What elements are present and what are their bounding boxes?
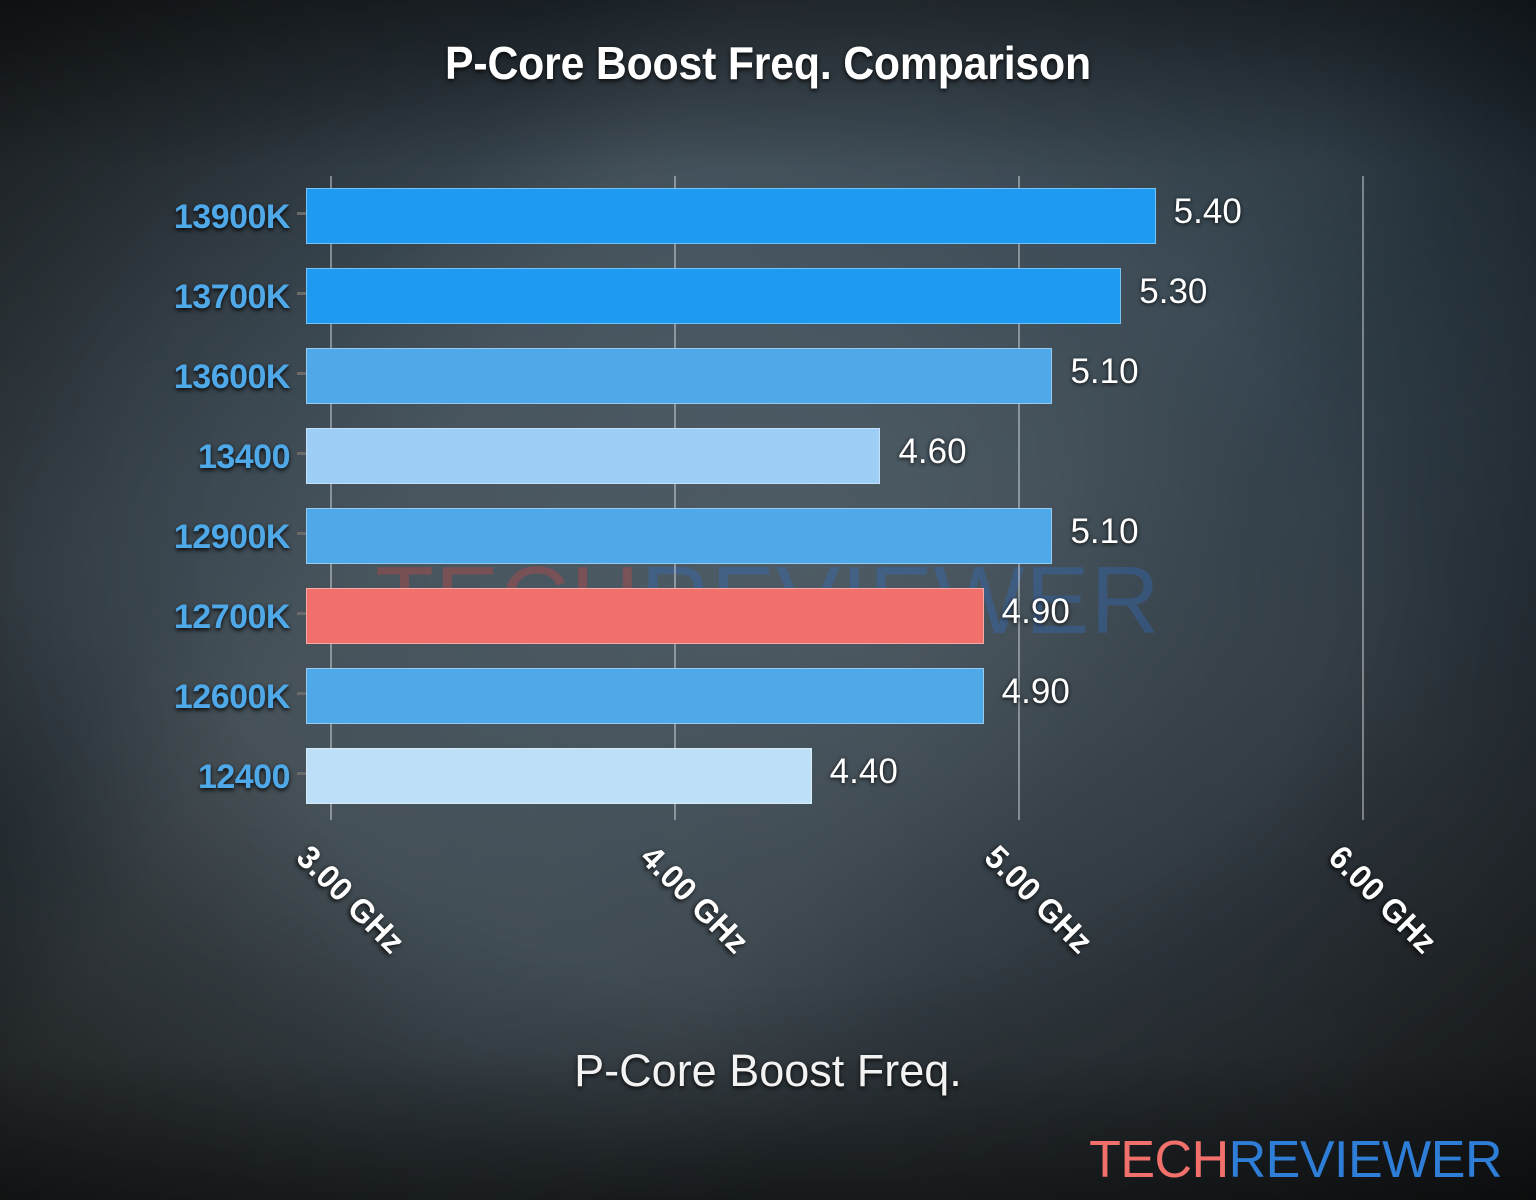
bar-value-label: 4.90 [1001, 672, 1070, 711]
bar-value-label: 5.40 [1173, 192, 1242, 231]
y-axis-tick-mark [297, 372, 306, 375]
y-axis-category-label: 13700K [173, 278, 291, 316]
bar [306, 428, 881, 484]
bar [306, 268, 1122, 324]
x-axis-title: P-Core Boost Freq. [574, 1045, 962, 1096]
y-axis-tick-mark [297, 532, 306, 535]
plot-area: 5.40 5.30 5.10 4.60 5.10 4.90 4.90 4.40 [297, 176, 1536, 820]
gridline [1362, 176, 1365, 820]
y-axis-tick-mark [297, 292, 306, 295]
bar-row: 4.90 [297, 576, 1536, 656]
bar [306, 508, 1053, 564]
bar-value-label: 4.90 [1001, 592, 1070, 631]
bar-value-label: 5.10 [1070, 352, 1139, 391]
bar-row: 5.10 [297, 336, 1536, 416]
bar-row: 4.40 [297, 736, 1536, 816]
bar-row: 5.10 [297, 496, 1536, 576]
bar [306, 348, 1053, 404]
logo-reviewer-text: REVIEWER [1228, 1131, 1503, 1189]
bar-value-label: 5.30 [1139, 272, 1208, 311]
bar-value-label: 4.60 [898, 432, 967, 471]
y-axis-tick-mark [297, 772, 306, 775]
y-axis-category-label: 13600K [173, 358, 291, 396]
gridline [330, 176, 333, 820]
bar-row: 5.40 [297, 176, 1536, 256]
chart-title: P-Core Boost Freq. Comparison [445, 37, 1091, 89]
bar [306, 748, 812, 804]
bar [306, 668, 984, 724]
bar-value-label: 4.40 [829, 752, 898, 791]
bar-value-label: 5.10 [1070, 512, 1139, 551]
y-axis-category-label: 13900K [173, 198, 291, 236]
bar [306, 188, 1156, 244]
y-axis-category-label: 12600K [173, 678, 291, 716]
logo-tech-text: TECH [1089, 1131, 1229, 1189]
y-axis-category-label: 13400 [197, 438, 291, 476]
y-axis-category-label: 12700K [173, 598, 291, 636]
y-axis-tick-mark [297, 692, 306, 695]
bar-row: 4.60 [297, 416, 1536, 496]
gridline [674, 176, 677, 820]
y-axis-category-label: 12400 [197, 758, 291, 796]
gridline [1018, 176, 1021, 820]
y-axis-tick-mark [297, 452, 306, 455]
techreviewer-logo: TECHREVIEWER [1089, 1134, 1502, 1186]
bar [306, 588, 984, 644]
bar-row: 5.30 [297, 256, 1536, 336]
y-axis-category-label: 12900K [173, 518, 291, 556]
y-axis-tick-mark [297, 212, 306, 215]
y-axis-tick-mark [297, 612, 306, 615]
bar-row: 4.90 [297, 656, 1536, 736]
